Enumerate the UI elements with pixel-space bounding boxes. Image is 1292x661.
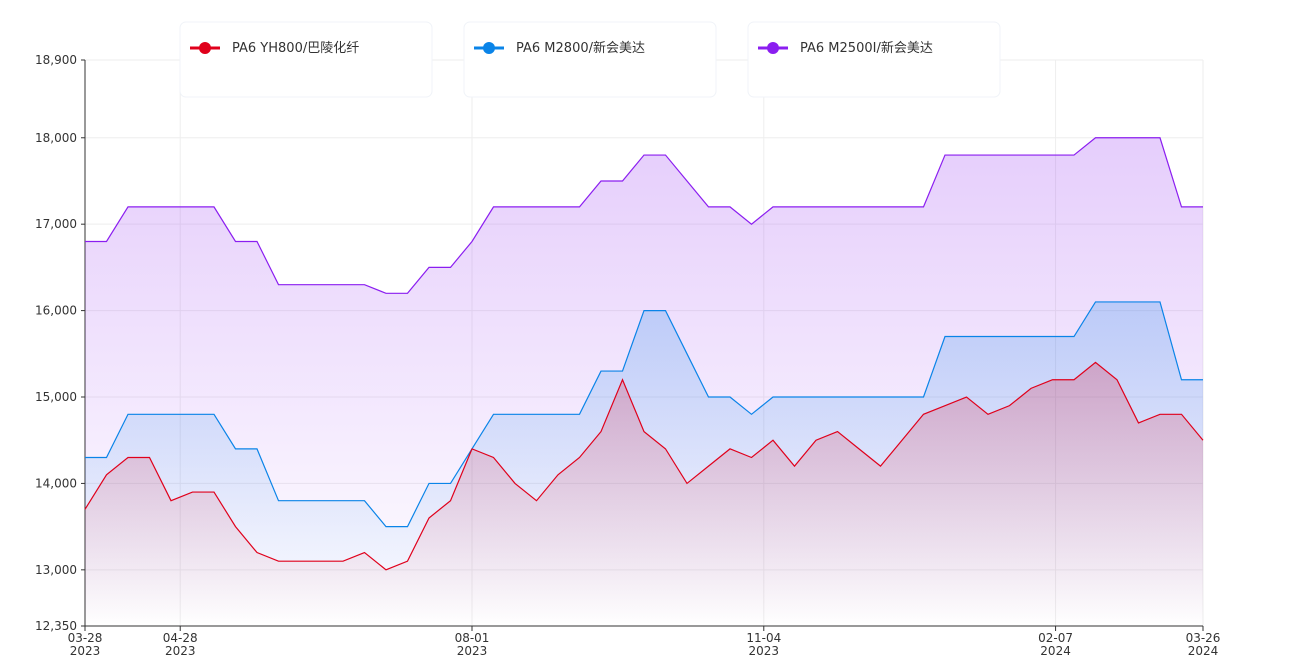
legend-label: PA6 YH800/巴陵化纤 [232,41,359,56]
line [85,301,1203,528]
y-tick-label: 13,000 [35,563,77,577]
legend-item: PA6 M2500I/新会美达 [747,21,1001,98]
x-tick-label: 2023 [165,644,196,658]
x-tick-label: 2023 [749,644,780,658]
legend-item: PA6 M2800/新会美达 [463,21,717,98]
x-tick-label: 04-28 [163,631,198,645]
line [84,361,1204,571]
x-tick-label: 2024 [1188,644,1219,658]
legend-swatch [199,42,211,54]
legend-item: PA6 YH800/巴陵化纤 [179,21,433,98]
x-tick-label: 2024 [1040,644,1071,658]
x-tick-label: 11-04 [746,631,781,645]
legend-label: PA6 M2800/新会美达 [516,40,645,56]
area [85,362,1203,626]
legend-label: PA6 M2500I/新会美达 [800,40,933,56]
y-tick-label: 18,000 [35,131,77,145]
x-tick-label: 08-01 [455,631,490,645]
y-tick-label: 18,900 [35,53,77,67]
legend-swatch [483,42,495,54]
y-tick-label: 12,350 [35,619,77,633]
y-tick-label: 16,000 [35,304,77,318]
x-tick-label: 02-07 [1038,631,1073,645]
x-tick-label: 2023 [70,644,101,658]
legend-box [463,21,717,98]
y-tick-label: 15,000 [35,390,77,404]
line [85,137,1203,294]
x-tick-label: 03-26 [1186,631,1221,645]
legend-swatch [767,42,779,54]
legend-box [747,21,1001,98]
legend-box [179,21,433,98]
x-tick-label: 03-28 [68,631,103,645]
y-tick-label: 14,000 [35,476,77,490]
x-tick-label: 2023 [457,644,488,658]
y-tick-label: 17,000 [35,217,77,231]
